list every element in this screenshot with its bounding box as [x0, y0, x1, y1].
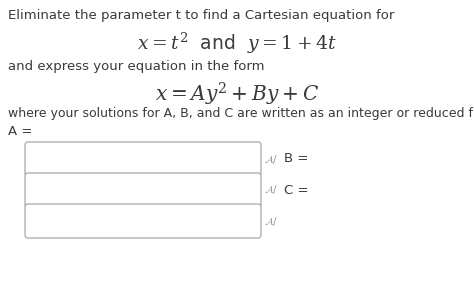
Text: and express your equation in the form: and express your equation in the form [8, 60, 264, 73]
FancyBboxPatch shape [25, 173, 261, 207]
Text: where your solutions for A, B, and C are written as an integer or reduced fracti: where your solutions for A, B, and C are… [8, 107, 474, 120]
Text: $\mathcal{A}$/: $\mathcal{A}$/ [264, 153, 278, 166]
Text: $\mathcal{A}$/: $\mathcal{A}$/ [264, 215, 278, 228]
Text: C =: C = [284, 183, 309, 196]
FancyBboxPatch shape [25, 204, 261, 238]
Text: $x = Ay^2 + By + C$: $x = Ay^2 + By + C$ [155, 81, 319, 108]
Text: $x = t^2$  and  $y = 1 + 4t$: $x = t^2$ and $y = 1 + 4t$ [137, 31, 337, 56]
Text: A =: A = [8, 125, 32, 138]
FancyBboxPatch shape [25, 142, 261, 176]
Text: B =: B = [284, 153, 309, 166]
Text: Eliminate the parameter t to find a Cartesian equation for: Eliminate the parameter t to find a Cart… [8, 9, 394, 22]
Text: $\mathcal{A}$/: $\mathcal{A}$/ [264, 183, 278, 196]
